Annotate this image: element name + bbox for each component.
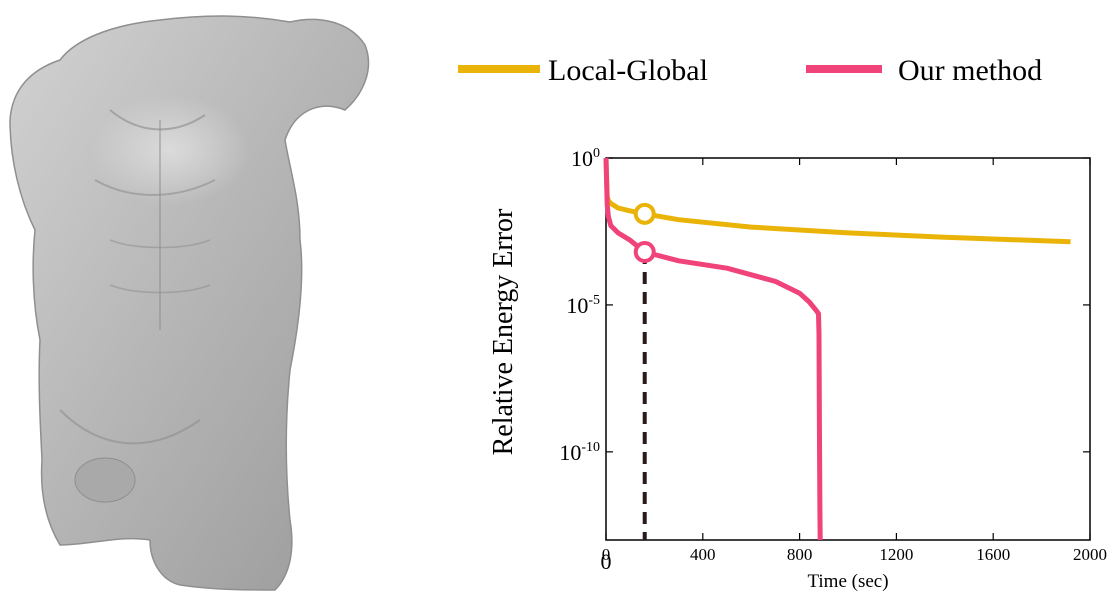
legend-item-our-method: Our method [806,54,1042,87]
x-axis-label: Time (sec) [807,571,888,592]
x-tick-label: 0 [602,545,611,564]
x-tick-label: 400 [690,545,716,564]
plot-area [603,157,1071,541]
series-line-our-method [603,157,823,541]
y-tick-labels: 100 10-5 10-10 [559,146,600,465]
plot-frame [605,157,1091,541]
x-tick-label: 2000 [1073,545,1107,564]
marker-our-method [633,241,656,264]
legend-item-local-global: Local-Global [458,54,708,87]
x-tick-label: 1200 [879,545,913,564]
marker-local-global [633,202,656,225]
x-tick-labels: 0 400 800 1200 1600 2000 [602,545,1107,564]
y-tick-label: 10-5 [566,293,600,318]
legend-label-local-global: Local-Global [548,54,708,87]
x-tick-label: 800 [787,545,813,564]
legend: Local-Global Our method [458,54,1042,87]
origin-zero-label: 0 [601,549,612,574]
torso-sculpture-image [9,15,370,591]
series-line-local-global [603,157,1071,245]
y-axis-label: Relative Energy Error [488,208,519,455]
x-tick-label: 1600 [976,545,1010,564]
y-tick-label: 10-10 [559,440,600,465]
legend-label-our-method: Our method [898,54,1042,87]
axis-ticks [605,157,1091,540]
y-tick-label: 100 [571,146,600,171]
